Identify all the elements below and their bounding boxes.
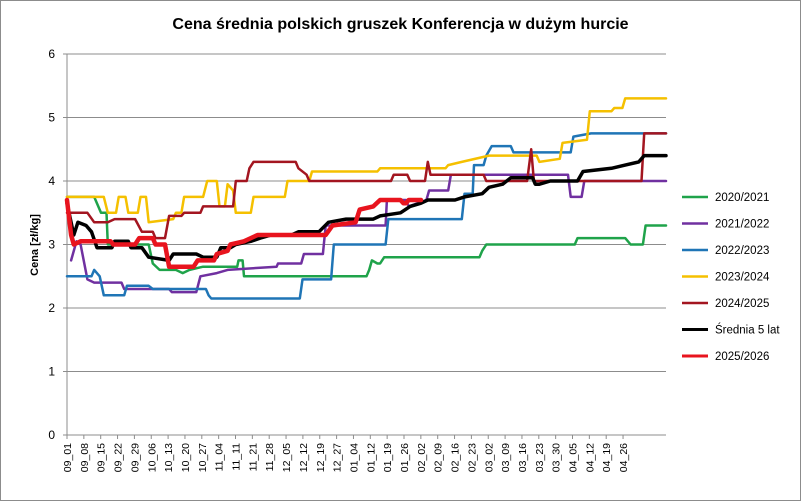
y-tick-label: 1 [48, 365, 55, 379]
x-tick-label: 03_16 [517, 443, 529, 472]
y-tick-label: 4 [48, 174, 55, 188]
series-line-2024-2025 [65, 132, 668, 240]
x-tick-label: 12_12 [298, 443, 310, 472]
series-line-2022-2023 [65, 132, 668, 300]
y-tick-label: 6 [48, 47, 55, 61]
grid-layer [67, 53, 666, 372]
chart-title: Cena średnia polskich gruszek Konferencj… [172, 16, 629, 33]
legend-label: 2024/2025 [715, 298, 769, 310]
x-tick-label: 01_04 [348, 443, 360, 472]
x-tick-label: 02_16 [450, 443, 462, 472]
x-tick-label: 10_13 [163, 443, 175, 472]
x-tick-label: 01_19 [382, 443, 394, 472]
series-line-2023-2024 [65, 97, 668, 224]
legend-label: 2022/2023 [715, 245, 769, 257]
x-tick-label: 12_05 [281, 443, 293, 472]
y-axis-label: Cena [zł/kg] [29, 214, 41, 276]
x-tick-label: 03_23 [534, 443, 546, 472]
y-tick-label: 0 [48, 428, 55, 442]
series-line-2020-2021 [65, 195, 668, 278]
x-tick-label: 09_01 [62, 443, 74, 472]
legend-label: 2023/2024 [715, 272, 770, 284]
x-tick-label: 10_20 [180, 443, 192, 472]
x-tick-label: 09_22 [113, 443, 125, 472]
x-tick-label: 09_08 [79, 443, 91, 472]
x-tick-label: 03_09 [500, 443, 512, 472]
x-tick-label: 09_29 [129, 443, 141, 472]
y-tick-label: 3 [48, 238, 55, 252]
x-tick-label: 11_11 [231, 443, 243, 471]
x-tick-label: 04_12 [584, 443, 596, 472]
legend-label: 2021/2022 [715, 219, 769, 231]
series-layer [64, 97, 668, 300]
legend-label: 2025/2026 [715, 351, 769, 363]
legend-label: 2020/2021 [715, 192, 769, 204]
x-tick-label: 11_28 [264, 443, 276, 472]
legend: 2020/2021 2021/2022 2022/2023 2023/2024 2024… [682, 192, 780, 363]
x-tick-label: 04_19 [601, 443, 613, 472]
x-tick-label: 04_05 [568, 443, 580, 472]
x-tick-label: 10_27 [197, 443, 209, 472]
x-tick-label: 11_21 [247, 443, 259, 472]
x-tick-label: 12_19 [315, 443, 327, 472]
series-line-2025-2026 [64, 197, 424, 269]
x-tick-label: 02_09 [433, 443, 445, 472]
x-tick-label: 01_26 [399, 443, 411, 472]
legend-label: Średnia 5 lat [715, 324, 780, 337]
x-tick-label: 03_02 [483, 443, 495, 472]
x-tick-label: 10_06 [146, 443, 158, 472]
y-tick-label: 5 [48, 111, 55, 125]
series-line-2021-2022 [69, 173, 668, 294]
axis-layer: 0 1 2 3 4 5 6 09_01 09_08 09_15 09_22 09_29 10_06 10_… [48, 47, 666, 472]
x-tick-label: 03_30 [551, 443, 563, 472]
x-tick-label: 02_23 [466, 443, 478, 472]
x-tick-label: 12_27 [332, 443, 344, 472]
x-tick-label: 02_02 [416, 443, 428, 472]
x-tick-label: 01_12 [365, 443, 377, 472]
x-tick-label: 04_26 [618, 443, 630, 472]
y-tick-label: 2 [48, 301, 55, 315]
x-tick-label: 09_15 [96, 443, 108, 472]
x-tick-label: 11_04 [214, 443, 226, 472]
